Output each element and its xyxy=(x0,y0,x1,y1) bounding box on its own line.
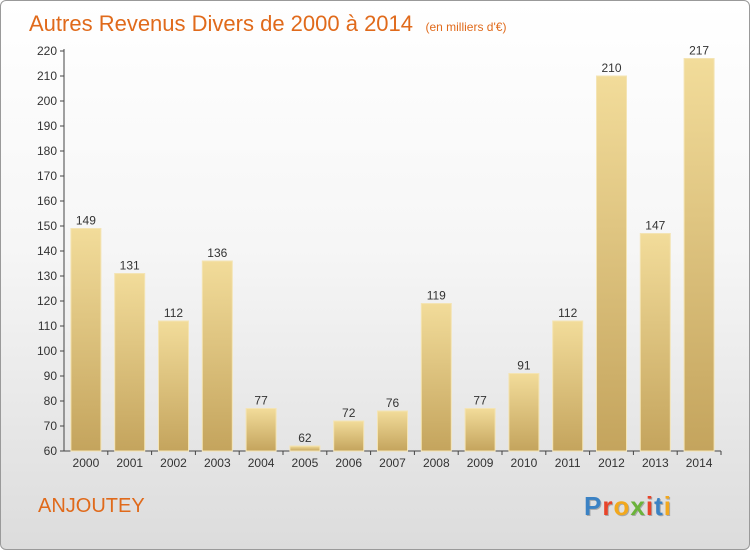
y-tick-label: 220 xyxy=(37,44,57,58)
proxiti-logo: Proxiti xyxy=(584,491,672,521)
chart-title: Autres Revenus Divers de 2000 à 2014 xyxy=(29,11,414,36)
x-tick-label: 2011 xyxy=(555,456,581,470)
x-tick-label: 2002 xyxy=(160,456,187,470)
value-label-2012: 210 xyxy=(601,61,621,75)
bar-2000 xyxy=(70,228,102,452)
bar-2003 xyxy=(201,260,233,452)
y-tick-label: 100 xyxy=(37,344,57,358)
value-label-2009: 77 xyxy=(473,394,487,408)
y-tick-label: 110 xyxy=(38,319,57,333)
bars xyxy=(70,58,715,452)
y-tick-label: 170 xyxy=(37,169,57,183)
value-label-2005: 62 xyxy=(298,431,312,445)
y-tick-label: 70 xyxy=(44,419,58,433)
x-tick-label: 2013 xyxy=(642,456,669,470)
bar-2013 xyxy=(639,233,671,452)
value-label-2004: 77 xyxy=(254,394,268,408)
x-tick-label: 2008 xyxy=(423,456,450,470)
x-tick-label: 2010 xyxy=(511,456,538,470)
y-tick-label: 60 xyxy=(44,444,58,458)
value-label-2013: 147 xyxy=(645,219,665,233)
y-tick-label: 180 xyxy=(37,144,57,158)
value-label-2006: 72 xyxy=(342,406,356,420)
value-label-2014: 217 xyxy=(689,44,709,58)
value-label-2000: 149 xyxy=(76,214,96,228)
bar-2012 xyxy=(596,75,627,452)
y-tick-label: 210 xyxy=(37,69,57,83)
value-label-2008: 119 xyxy=(427,289,446,303)
bar-2008 xyxy=(420,303,452,452)
y-tick-label: 160 xyxy=(37,194,57,208)
commune-name: ANJOUTEY xyxy=(38,495,145,517)
x-tick-label: 2003 xyxy=(204,456,231,470)
x-tick-label: 2012 xyxy=(598,456,625,470)
data-labels: 149 131 112 136 77 62 72 76 119 77 91 112 210 147 217 xyxy=(76,44,710,446)
value-label-2010: 91 xyxy=(517,359,531,373)
bar-2006 xyxy=(333,420,365,452)
bar-2002 xyxy=(158,320,189,452)
bar-2011 xyxy=(552,320,584,452)
x-tick-label: 2004 xyxy=(248,456,275,470)
y-tick-label: 90 xyxy=(44,369,58,383)
x-tick-label: 2007 xyxy=(379,456,406,470)
value-label-2001: 131 xyxy=(120,259,140,273)
x-tick-label: 2009 xyxy=(467,456,494,470)
bar-2001 xyxy=(114,273,146,452)
bar-2004 xyxy=(245,408,277,452)
y-tick-label: 140 xyxy=(37,244,57,258)
axes: 60 70 80 90 100 110 120 130 140 150 160 170 180 190 20… xyxy=(37,44,722,470)
x-tick-label: 2005 xyxy=(292,456,319,470)
y-tick-label: 120 xyxy=(37,294,57,308)
y-tick-label: 190 xyxy=(37,119,57,133)
x-tick-label: 2001 xyxy=(116,456,143,470)
bar-2007 xyxy=(377,410,408,452)
value-label-2002: 112 xyxy=(164,306,183,320)
x-tick-label: 2014 xyxy=(686,456,713,470)
y-tick-label: 80 xyxy=(44,394,58,408)
chart-unit: (en milliers d'€) xyxy=(425,20,507,34)
bar-2010 xyxy=(508,373,540,452)
x-tick-label: 2000 xyxy=(73,456,100,470)
bar-2014 xyxy=(683,58,715,452)
y-tick-label: 200 xyxy=(37,94,57,108)
value-label-2007: 76 xyxy=(386,396,400,410)
x-tick-label: 2006 xyxy=(335,456,362,470)
bar-2009 xyxy=(464,408,496,452)
y-tick-label: 130 xyxy=(37,269,57,283)
y-tick-label: 150 xyxy=(37,219,57,233)
bar-2005 xyxy=(289,445,321,452)
value-label-2011: 112 xyxy=(558,306,577,320)
value-label-2003: 136 xyxy=(207,246,227,260)
title-row: Autres Revenus Divers de 2000 à 2014 (en… xyxy=(29,11,506,37)
